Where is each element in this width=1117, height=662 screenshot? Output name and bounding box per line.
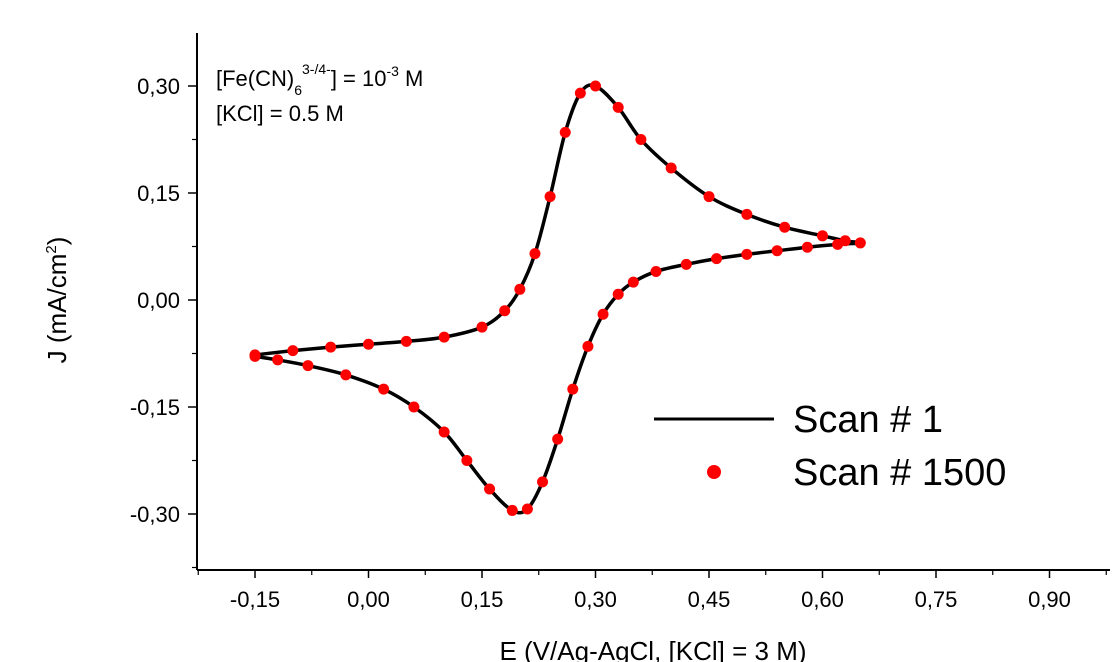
annotation-fe-subscript: 6 <box>294 82 302 98</box>
annotation-line-1: [Fe(CN)63-/4-] = 10-3 M <box>216 61 423 98</box>
annotation-fe-superscript: 3-/4- <box>302 61 331 77</box>
series-scan-1500-point <box>703 191 715 203</box>
series-scan-1500-point <box>650 265 662 277</box>
axes: -0,15 0,00 0,15 0,30 0,45 0,60 0,75 0,90 -0,30-… <box>130 33 1110 612</box>
series-scan-1500-point <box>484 483 496 495</box>
x-tick-label: 0,60 <box>801 587 844 612</box>
series-scan-1500-point <box>854 237 866 249</box>
x-tick-label: 0,75 <box>915 587 958 612</box>
series-scan-1500-point <box>537 476 549 488</box>
series-scan-1500-point <box>612 101 624 113</box>
plot-area <box>249 80 866 516</box>
annotation-fe-exponent: -3 <box>386 63 399 79</box>
series-scan-1-line <box>254 83 863 515</box>
series-scan-1500-point <box>438 426 450 438</box>
annotation-fe-suffix: M <box>399 66 423 91</box>
x-tick-label: 0,90 <box>1028 587 1071 612</box>
y-axis-title: J (mA/cm2) <box>42 237 72 364</box>
legend-label-scan-1500: Scan # 1500 <box>793 452 1006 494</box>
series-scan-1500-point <box>567 383 579 395</box>
series-scan-1500-point <box>378 383 390 395</box>
y-tick-label: 0,15 <box>137 181 180 206</box>
series-scan-1500-point <box>529 248 541 260</box>
series-scan-1500-point <box>363 338 374 350</box>
series-scan-1500-point <box>506 504 518 516</box>
series-scan-1500-point <box>499 305 511 317</box>
y-axis-title-main: J (mA/cm <box>42 254 72 364</box>
series-scan-1500-point <box>771 245 783 257</box>
y-tick-label: 0,30 <box>137 74 180 99</box>
x-tick-label: -0,15 <box>230 587 280 612</box>
series-scan-1500-point <box>302 360 314 372</box>
series-scan-1500-point <box>590 80 601 92</box>
x-axis-title: E (V/Ag-AgCl, [KCl] = 3 M) <box>499 636 806 662</box>
series-scan-1500-point <box>559 126 571 138</box>
x-tick-label: 0,15 <box>461 587 504 612</box>
series-scan-1500-point <box>287 345 299 357</box>
series-scan-1500-point <box>461 455 473 466</box>
series-layer <box>249 80 866 516</box>
series-scan-1500-point <box>832 238 844 250</box>
x-tick-label: 0,45 <box>688 587 731 612</box>
series-scan-1500-point <box>476 321 488 333</box>
series-scan-1500-point <box>438 331 450 343</box>
series-scan-1500-point <box>627 276 639 288</box>
series-scan-1500-point <box>544 191 556 203</box>
series-scan-1500-point <box>817 230 828 242</box>
y-axis-title-superscript: 2 <box>43 245 60 253</box>
series-scan-1500-point <box>408 401 420 413</box>
series-scan-1500-point <box>741 208 753 220</box>
series-scan-1500-point <box>521 503 533 515</box>
x-ticks: -0,15 0,00 0,15 0,30 0,45 0,60 0,75 0,90 <box>197 570 1107 612</box>
series-scan-1500-point <box>272 354 284 366</box>
series-scan-1500-point <box>612 288 624 300</box>
x-tick-label: 0,30 <box>574 587 617 612</box>
series-scan-1500-point <box>741 248 753 260</box>
series-scan-1500-point <box>665 162 677 174</box>
y-ticks: -0,30 -0,15 0,00 0,15 0,30 <box>130 74 197 569</box>
series-scan-1500-point <box>801 241 813 253</box>
series-scan-1500-point <box>325 341 337 353</box>
y-tick-label: 0,00 <box>137 288 180 313</box>
series-scan-1500-point <box>582 340 594 352</box>
series-scan-1500-point <box>779 221 791 233</box>
annotation-fe-prefix: [Fe(CN) <box>216 66 294 91</box>
annotation-fe-middle: ] = 10 <box>331 66 387 91</box>
series-scan-1500-point <box>249 350 261 362</box>
legend: Scan # 1 Scan # 1500 <box>654 399 1006 494</box>
series-scan-1500-point <box>597 308 609 320</box>
series-scan-1500-point <box>711 253 723 265</box>
series-scan-1500-point <box>635 134 647 145</box>
series-scan-1500-point <box>514 283 526 295</box>
series-scan-1500-point <box>552 433 564 445</box>
annotation-line-2: [KCl] = 0.5 M <box>216 101 344 126</box>
annotation-concentrations: [Fe(CN)63-/4-] = 10-3 M [KCl] = 0.5 M <box>216 61 423 126</box>
series-scan-1500-point <box>340 369 352 381</box>
series-scan-1500-point <box>400 335 412 347</box>
y-tick-label: -0,15 <box>130 395 180 420</box>
legend-swatch-scan-1500 <box>707 465 721 479</box>
y-axis-title-tail: ) <box>42 237 72 246</box>
x-tick-label: 0,00 <box>347 587 390 612</box>
y-tick-label: -0,30 <box>130 502 180 527</box>
series-scan-1500-point <box>574 87 586 99</box>
series-scan-1500-point <box>680 258 692 270</box>
legend-label-scan-1: Scan # 1 <box>793 399 943 441</box>
